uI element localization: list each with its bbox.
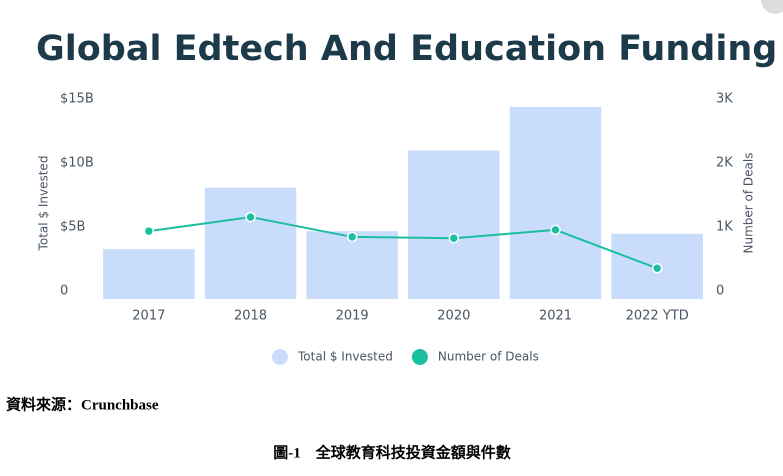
point <box>245 211 256 223</box>
chart-background <box>0 0 783 380</box>
point <box>346 231 358 243</box>
point <box>448 232 460 244</box>
point <box>651 263 663 274</box>
y2-tick-label: 3K <box>716 92 733 107</box>
point <box>550 224 561 236</box>
y2-tick-label: 2K <box>716 156 733 171</box>
figure-caption: 圖-1 全球教育科技投資金額與件數 <box>273 443 511 461</box>
corner-decoration <box>761 0 783 14</box>
x-tick-label: 2022 YTD <box>626 309 689 324</box>
y2-tick-label: 1K <box>716 220 733 235</box>
y-tick-label: 0 <box>60 284 68 299</box>
point <box>143 225 155 237</box>
bar <box>204 187 297 299</box>
y2-tick-label: 0 <box>716 284 724 299</box>
y-tick-label: $5B <box>60 220 85 235</box>
legend-label: Total $ Invested <box>297 350 393 364</box>
y-tick-label: $15B <box>60 92 94 107</box>
y-axis-label: Total $ Invested <box>37 156 51 252</box>
source-note: 資料來源：Crunchbase <box>6 395 159 413</box>
line <box>148 216 658 270</box>
x-tick-label: 2018 <box>234 309 267 324</box>
bar <box>306 231 398 299</box>
y-tick-label: $10B <box>60 156 94 171</box>
x-tick-label: 2019 <box>336 309 369 324</box>
bar <box>103 249 195 299</box>
bar <box>509 107 602 299</box>
chart-title: Global Edtech And Education Funding <box>36 29 777 69</box>
bar <box>408 150 500 299</box>
legend-marker <box>272 349 288 365</box>
legend-label: Number of Deals <box>438 350 539 364</box>
x-tick-label: 2021 <box>539 309 572 324</box>
x-tick-label: 2017 <box>132 309 165 324</box>
legend-marker <box>411 349 428 365</box>
x-tick-label: 2020 <box>437 309 470 324</box>
y2-axis-label: Number of Deals <box>742 153 756 254</box>
